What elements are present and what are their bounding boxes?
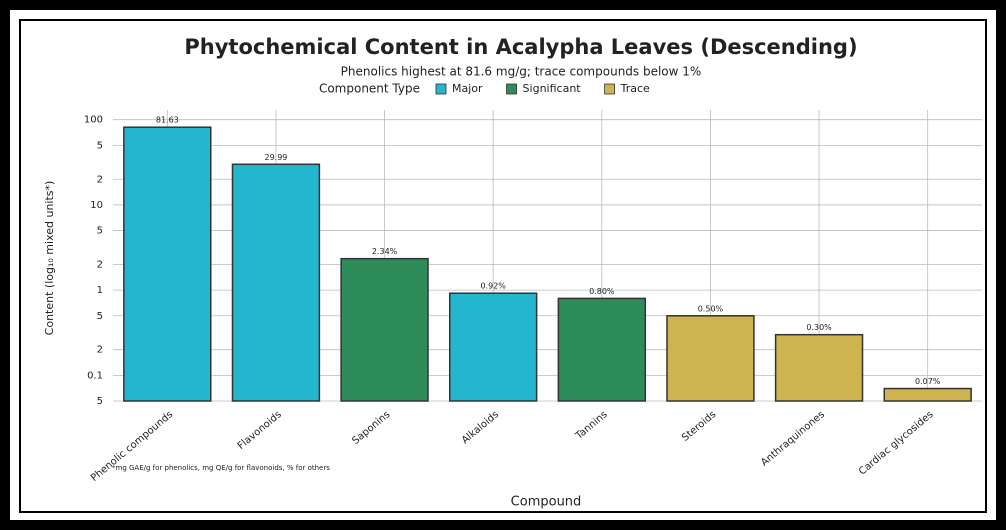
legend-label: Significant — [523, 82, 582, 95]
y-tick-label: 2 — [97, 259, 103, 270]
y-tick-label: 5 — [97, 396, 103, 407]
bar — [666, 315, 755, 402]
y-tick-label: 0.1 — [87, 370, 103, 381]
y-tick-label: 2 — [97, 174, 103, 185]
footnote: *mg GAE/g for phenolics, mg QE/g for fla… — [112, 464, 330, 472]
y-tick-label: 2 — [97, 345, 103, 356]
chart-title: Phytochemical Content in Acalypha Leaves… — [184, 35, 857, 59]
value-label: 0.30% — [806, 323, 832, 332]
legend-swatch — [604, 83, 616, 95]
y-tick-label: 5 — [97, 311, 103, 322]
y-tick-label: 100 — [84, 115, 103, 126]
value-label: 0.50% — [698, 304, 724, 313]
legend-label: Trace — [620, 82, 650, 95]
y-tick-label: 5 — [97, 226, 103, 237]
value-label: 29.99 — [264, 153, 287, 162]
bar — [448, 292, 538, 402]
bar — [883, 387, 972, 402]
value-label: 0.80% — [589, 287, 615, 296]
legend-swatch — [435, 83, 447, 95]
y-tick-label: 10 — [90, 200, 103, 211]
legend-title: Component Type — [319, 82, 420, 96]
bar — [774, 333, 864, 402]
bar — [340, 257, 429, 402]
y-tick-label: 1 — [97, 285, 103, 296]
y-axis-label: Content (log₁₀ mixed units*) — [43, 181, 56, 336]
y-tick-label: 5 — [97, 140, 103, 151]
bar — [231, 163, 321, 402]
value-label: 2.34% — [372, 247, 398, 256]
legend-label: Major — [452, 82, 483, 95]
value-label: 0.92% — [480, 282, 506, 291]
legend-swatch — [506, 83, 517, 95]
value-label: 81.63 — [156, 116, 179, 125]
bar — [123, 126, 212, 402]
x-axis-label: Compound — [511, 495, 582, 510]
chart-subtitle: Phenolics highest at 81.6 mg/g; trace co… — [341, 65, 702, 79]
value-label: 0.07% — [915, 377, 941, 386]
bar — [557, 297, 647, 402]
